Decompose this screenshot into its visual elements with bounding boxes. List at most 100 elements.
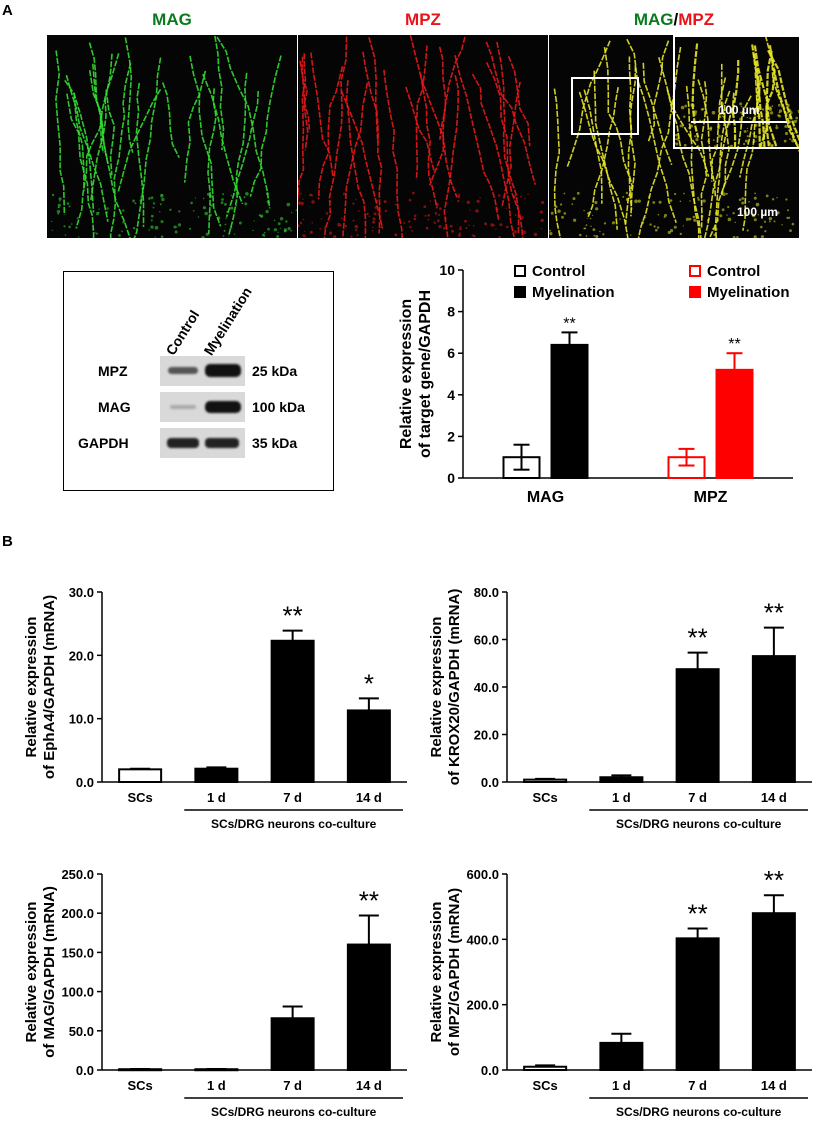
fiber	[214, 35, 225, 151]
speckle	[755, 202, 760, 207]
y-tick-label: 8	[447, 304, 455, 320]
speckle	[210, 204, 214, 207]
fiber	[133, 57, 162, 238]
y-tick-label: 4	[447, 387, 455, 403]
speckle	[122, 209, 125, 212]
fiber	[566, 40, 611, 167]
speckle	[798, 111, 799, 114]
speckle	[51, 220, 53, 223]
speckle	[372, 220, 376, 224]
speckle	[602, 233, 605, 236]
significance-label: **	[359, 886, 379, 916]
fiber	[485, 61, 524, 238]
bar	[346, 943, 391, 1071]
speckle	[148, 197, 151, 200]
significance-label: **	[563, 315, 575, 332]
speckle	[329, 231, 333, 235]
speckle	[757, 214, 760, 216]
speckle	[630, 234, 632, 236]
speckle	[56, 209, 61, 214]
fiber	[697, 79, 717, 198]
speckle	[585, 224, 588, 227]
panel-letter-a: A	[2, 2, 13, 19]
bar	[270, 1017, 315, 1071]
speckle	[479, 196, 481, 199]
wb-column-myelination: Myelination	[200, 284, 255, 358]
speckle	[152, 206, 155, 209]
bar	[675, 937, 720, 1071]
speckle	[372, 217, 376, 221]
group-label: SCs/DRG neurons co-culture	[616, 1105, 782, 1119]
speckle	[311, 222, 313, 224]
speckle	[572, 197, 576, 201]
speckle	[697, 145, 700, 148]
speckle	[468, 224, 470, 226]
bar	[550, 343, 589, 479]
group-label: SCs/DRG neurons co-culture	[211, 1105, 377, 1119]
speckle	[680, 105, 685, 110]
group-label: SCs/DRG neurons co-culture	[211, 817, 377, 831]
speckle	[697, 198, 700, 201]
speckle	[520, 195, 522, 198]
x-tick-label: 14 d	[761, 1078, 787, 1093]
fiber	[345, 80, 367, 238]
speckle	[118, 234, 121, 237]
speckle	[458, 232, 461, 235]
speckle	[718, 112, 722, 116]
speckle	[423, 205, 427, 209]
fiber	[583, 89, 603, 204]
group-label: SCs/DRG neurons co-culture	[616, 817, 782, 831]
speckle	[92, 228, 95, 231]
speckle	[374, 206, 378, 209]
legend-label: Control	[532, 263, 585, 280]
speckle	[303, 230, 306, 232]
speckle	[789, 109, 792, 113]
speckle	[682, 225, 684, 227]
speckle	[273, 228, 277, 232]
speckle	[383, 200, 387, 204]
speckle	[413, 214, 417, 218]
speckle	[449, 224, 453, 228]
speckle	[472, 225, 475, 227]
speckle	[106, 207, 109, 210]
speckle	[576, 191, 580, 195]
speckle	[160, 220, 164, 224]
wb-band-mpz-myelination	[205, 364, 241, 377]
speckle	[332, 235, 337, 238]
speckle	[684, 104, 688, 108]
speckle	[403, 221, 406, 224]
speckle	[683, 143, 687, 147]
y-tick-label: 250.0	[61, 867, 94, 882]
speckle	[778, 103, 781, 107]
fiber	[419, 73, 438, 209]
fiber	[438, 46, 447, 140]
main-scale-label: 100 µm	[737, 205, 778, 219]
speckle	[797, 109, 799, 112]
speckle	[685, 217, 689, 221]
speckle	[754, 192, 756, 195]
fiber	[443, 75, 460, 238]
wb-band-mag	[160, 392, 245, 422]
fiber	[637, 46, 682, 238]
y-axis-label-line2: of KROX20/GAPDH (mRNA)	[446, 589, 463, 786]
fiber	[626, 38, 677, 223]
speckle	[204, 211, 208, 216]
speckle	[299, 221, 303, 225]
fiber	[691, 43, 700, 138]
speckle	[408, 220, 411, 223]
speckle	[59, 200, 61, 202]
speckle	[323, 226, 327, 229]
y-tick-label: 20.0	[474, 728, 499, 743]
speckle	[309, 193, 312, 197]
speckle	[225, 217, 227, 219]
bar	[523, 778, 568, 783]
speckle	[673, 225, 677, 229]
speckle	[765, 194, 769, 198]
speckle	[677, 130, 679, 133]
speckle	[655, 228, 658, 232]
speckle	[152, 202, 156, 205]
speckle	[589, 217, 592, 220]
speckle	[584, 227, 587, 230]
speckle	[711, 110, 716, 115]
